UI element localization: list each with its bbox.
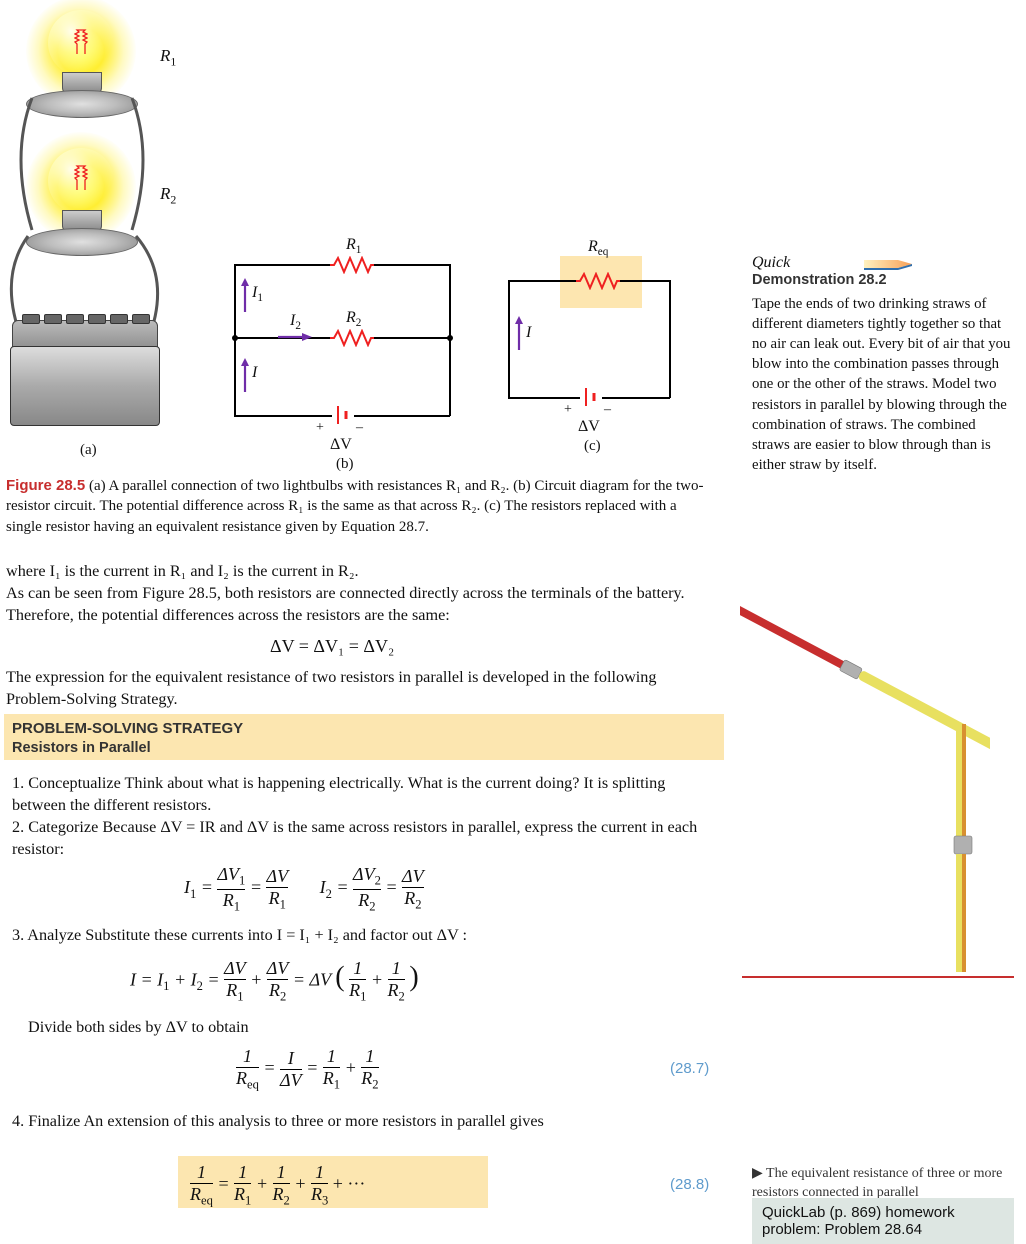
battery-cap-5 [110, 314, 128, 324]
pss-title: PROBLEM-SOLVING STRATEGY [12, 720, 243, 737]
circuit-c: Req I + – ΔV (c) [498, 272, 688, 442]
pss-step2: 2. Categorize Because ΔV = IR and ΔV is … [12, 816, 712, 861]
bulb2-label-R: R [160, 184, 170, 203]
fig-caption: Figure 28.5 (a) A parallel connection of… [6, 476, 706, 537]
margin-note-28-8: ▶ The equivalent resistance of three or … [752, 1164, 1010, 1202]
ckt-b-arrow-I1 [240, 278, 250, 312]
battery-cap-4 [88, 314, 106, 324]
pss-subtitle: Resistors in Parallel [12, 740, 151, 756]
ckt-b-battery [332, 403, 354, 427]
ckt-c-Req-label: Req [588, 238, 608, 258]
ckt-b-R1-label: R1 [346, 236, 361, 256]
battery-cap-3 [66, 314, 84, 324]
ckt-b-I2-label: I2 [290, 312, 301, 332]
demo-rule [742, 976, 1014, 978]
eq-deltaV-line: ΔV = ΔV₁ = ΔV₂ [270, 636, 394, 657]
eq3: I = I1 + I2 = ΔVR1 + ΔVR2 = ΔV ( 1R1 + 1… [130, 958, 419, 1005]
demo-header: Quick [752, 254, 790, 272]
fig-label: Figure 28.5 [6, 477, 85, 494]
ckt-b-R2 [330, 329, 374, 347]
eqnum-28-8: (28.8) [670, 1176, 709, 1193]
ckt-b-minus: – [356, 420, 363, 436]
para2: As can be seen from Figure 28.5, both re… [6, 582, 706, 627]
straw-vertical [948, 720, 978, 980]
pss-step3b: Divide both sides by ΔV to obtain [28, 1016, 728, 1038]
ckt-b-dV: ΔV [330, 436, 352, 454]
pss-step1: 1. Conceptualize Think about what is hap… [12, 772, 712, 817]
eq5: 1Req = 1R1 + 1R2 + 1R3 + ··· [190, 1162, 365, 1209]
battery-body [10, 346, 160, 426]
right-wire-bulb1-bulb2 [118, 96, 158, 236]
battery-cap-6 [132, 314, 150, 324]
ckt-b-arrow-I [240, 358, 250, 392]
circuit-b: R1 R2 I1 I2 I + – ΔV (b) [222, 260, 462, 440]
ckt-b-part: (b) [336, 456, 354, 473]
ckt-c-plus: + [564, 402, 572, 418]
pss-step4: 4. Finalize An extension of this analysi… [12, 1110, 712, 1132]
eq4: 1Req = IΔV = 1R1 + 1R2 [236, 1046, 379, 1093]
demo-arrow-icon [864, 258, 912, 270]
ckt-b-R1 [330, 256, 374, 274]
ckt-b-I1-label: I1 [252, 284, 263, 304]
eqnum-28-7: (28.7) [670, 1060, 709, 1077]
ckt-c-Req [576, 272, 620, 290]
bulb2-label: R2 [160, 184, 176, 207]
ckt-b-I-label: I [252, 364, 257, 382]
ckt-c-battery [580, 385, 602, 409]
bulb2-label-sub: 2 [170, 192, 176, 206]
ckt-c-I-label: I [526, 324, 531, 342]
ckt-c-minus: – [604, 402, 611, 418]
battery-cap-1 [22, 314, 40, 324]
fig-caption-text: (a) A parallel connection of two lightbu… [6, 478, 703, 535]
bulb1-label: R1 [160, 46, 176, 69]
ckt-c-dV: ΔV [578, 418, 600, 436]
ckt-c-arrow-I [514, 316, 524, 350]
ckt-b-plus: + [316, 420, 324, 436]
bulb1-label-R: R [160, 46, 170, 65]
ckt-b-arrow-I2 [278, 332, 312, 342]
eq2: I1 = ΔV1R1 = ΔVR1 I2 = ΔV2R2 = ΔVR2 [184, 864, 424, 914]
para3: The expression for the equivalent resist… [6, 666, 706, 711]
bulb1-filament [74, 26, 88, 54]
quick-lab-box: QuickLab (p. 869) homework problem: Prob… [752, 1198, 1014, 1244]
battery-cap-2 [44, 314, 62, 324]
demo-body: Tape the ends of two drinking straws of … [752, 294, 1012, 475]
bulb2-filament [74, 162, 88, 190]
para1: where I₁ is the current in R₁ and I₂ is … [6, 560, 706, 582]
left-wire-bulb1-bulb2 [8, 96, 48, 236]
quick-lab-text: QuickLab (p. 869) homework problem: Prob… [762, 1204, 955, 1238]
part-a-label: (a) [80, 442, 97, 459]
demo-header2: Demonstration 28.2 [752, 272, 887, 288]
bulb1-label-sub: 1 [170, 54, 176, 68]
ckt-c-part: (c) [584, 438, 601, 455]
pss-step3: 3. Analyze Substitute these currents int… [12, 924, 712, 946]
ckt-b-R2-label: R2 [346, 309, 361, 329]
